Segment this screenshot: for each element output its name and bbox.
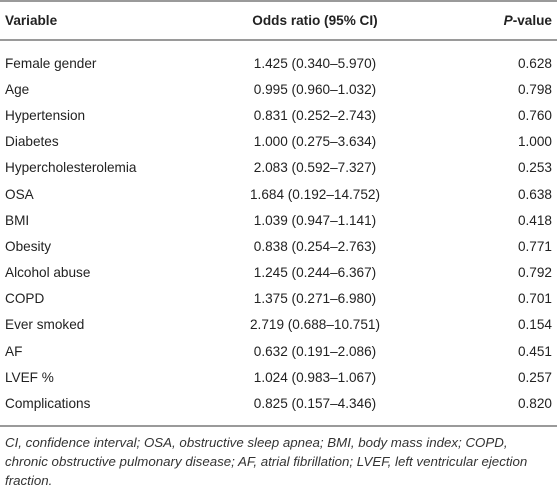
table-cell: 0.701 [517, 291, 552, 307]
header-cell: P-value [435, 1, 557, 41]
table-cell: 0.638 [517, 186, 552, 202]
table-cell: COPD [5, 291, 45, 307]
table-cell: LVEF % [5, 369, 54, 385]
table-cell: 0.632 (0.191–2.086) [253, 343, 377, 359]
table-cell: OSA [5, 186, 34, 202]
table-row: Female gender 1.425 (0.340–5.970) 0.628 [0, 40, 557, 76]
table-cell: 0.771 [517, 238, 552, 254]
table-row: Obesity 0.838 (0.254–2.763) 0.771 [0, 233, 557, 259]
table-cell: 0.995 (0.960–1.032) [253, 81, 377, 97]
table-cell: 1.684 (0.192–14.752) [249, 186, 380, 202]
odds-table: Variable Odds ratio (95% CI) P-value Femal… [0, 0, 557, 427]
table-cell: 1.000 (0.275–3.634) [253, 134, 377, 150]
table-cell: 0.257 [517, 369, 552, 385]
footnote: CI, confidence interval; OSA, obstructiv… [5, 434, 528, 488]
table-cell: 0.792 [517, 265, 552, 281]
table-row: Ever smoked 2.719 (0.688–10.751) 0.154 [0, 312, 557, 338]
table-cell: 0.154 [517, 317, 552, 333]
table-cell: 2.083 (0.592–7.327) [253, 160, 377, 176]
table-cell: 0.760 [517, 107, 552, 123]
table-row: OSA 1.684 (0.192–14.752) 0.638 [0, 181, 557, 207]
table-cell: 0.418 [517, 212, 552, 228]
table-row: COPD 1.375 (0.271–6.980) 0.701 [0, 286, 557, 312]
table-cell: Age [5, 81, 30, 97]
table-body: Female gender 1.425 (0.340–5.970) 0.628 Age… [0, 40, 557, 426]
header-cell: Variable [0, 1, 200, 41]
table-cell: 1.425 (0.340–5.970) [253, 55, 377, 71]
table-cell: 0.838 (0.254–2.763) [253, 238, 377, 254]
table-cell: 0.253 [517, 160, 552, 176]
table-cell: 0.820 [517, 396, 552, 412]
table-row: Hypercholesterolemia 2.083 (0.592–7.327) 0… [0, 155, 557, 181]
header-cell: Odds ratio (95% CI) [200, 1, 435, 41]
table-cell: 0.798 [517, 81, 552, 97]
table-row: Alcohol abuse 1.245 (0.244–6.367) 0.792 [0, 260, 557, 286]
table-cell: 1.000 [517, 134, 552, 150]
table-row: Complications 0.825 (0.157–4.346) 0.820 [0, 390, 557, 425]
table-cell: AF [5, 343, 23, 359]
header-row: Variable Odds ratio (95% CI) P-value [0, 1, 557, 41]
table-row: LVEF % 1.024 (0.983–1.067) 0.257 [0, 364, 557, 390]
table-row: Hypertension 0.831 (0.252–2.743) 0.760 [0, 102, 557, 128]
table-row: AF 0.632 (0.191–2.086) 0.451 [0, 338, 557, 364]
table-row: Diabetes 1.000 (0.275–3.634) 1.000 [0, 129, 557, 155]
table-cell: Complications [5, 396, 91, 412]
table-cell: 0.628 [517, 55, 552, 71]
table-cell: Hypertension [5, 107, 86, 123]
table-cell: 1.039 (0.947–1.141) [253, 212, 377, 228]
table-row: Age 0.995 (0.960–1.032) 0.798 [0, 76, 557, 102]
table-cell: Alcohol abuse [5, 265, 91, 281]
table-cell: Ever smoked [5, 317, 85, 333]
table-cell: 0.825 (0.157–4.346) [253, 396, 377, 412]
table-cell: 0.451 [517, 343, 552, 359]
table-cell: 2.719 (0.688–10.751) [249, 317, 380, 333]
table-cell: 1.024 (0.983–1.067) [253, 369, 377, 385]
table-cell: 1.245 (0.244–6.367) [253, 265, 377, 281]
table-cell: Female gender [5, 55, 97, 71]
table-cell: 1.375 (0.271–6.980) [253, 291, 377, 307]
table-cell: Hypercholesterolemia [5, 160, 137, 176]
table-cell: 0.831 (0.252–2.743) [253, 107, 377, 123]
table-cell: Obesity [5, 238, 52, 254]
table-cell: BMI [5, 212, 30, 228]
table-cell: Diabetes [5, 134, 59, 150]
table-row: BMI 1.039 (0.947–1.141) 0.418 [0, 207, 557, 233]
